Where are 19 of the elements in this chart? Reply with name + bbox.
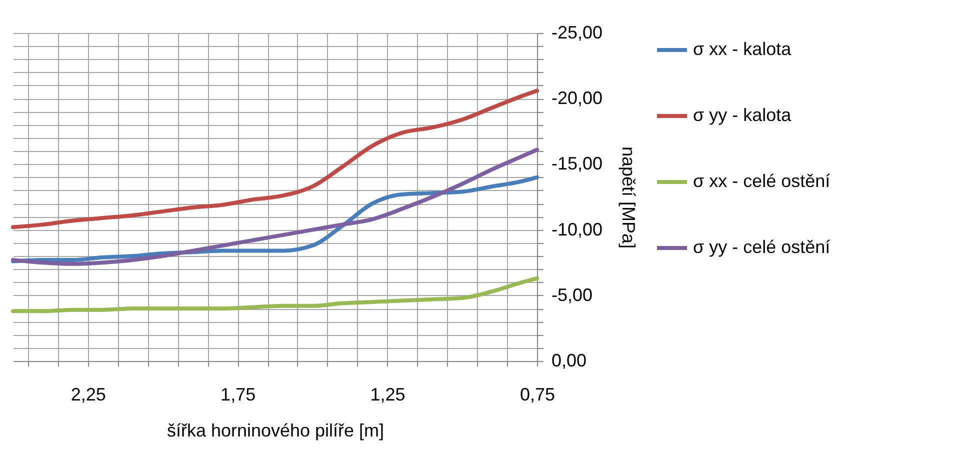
x-tick-label: 1,25 <box>370 384 406 404</box>
y-tick-label: 0,00 <box>552 350 587 370</box>
y-tick-label: -20,00 <box>552 88 603 108</box>
y-tick-label: -15,00 <box>552 154 603 174</box>
x-tick-label: 2,25 <box>70 384 106 404</box>
y-axis-title: napětí [MPa] <box>618 146 639 249</box>
line-series <box>11 276 539 314</box>
line-series <box>11 88 539 230</box>
legend-label: σ xx - kalota <box>693 39 792 59</box>
legend-label: σ xx - celé ostění <box>693 171 830 191</box>
x-axis-title: šířka horninového pilíře [m] <box>166 420 384 440</box>
line-series <box>11 148 539 266</box>
y-tick-label: -25,00 <box>552 22 603 42</box>
y-tick-label: -10,00 <box>552 219 603 240</box>
legend-label: σ yy - celé ostění <box>693 237 830 257</box>
legend-label: σ yy - kalota <box>693 105 792 125</box>
x-tick-label: 1,75 <box>220 384 256 404</box>
x-tick-label: 0,75 <box>520 384 556 404</box>
y-tick-label: -5,00 <box>552 284 593 305</box>
